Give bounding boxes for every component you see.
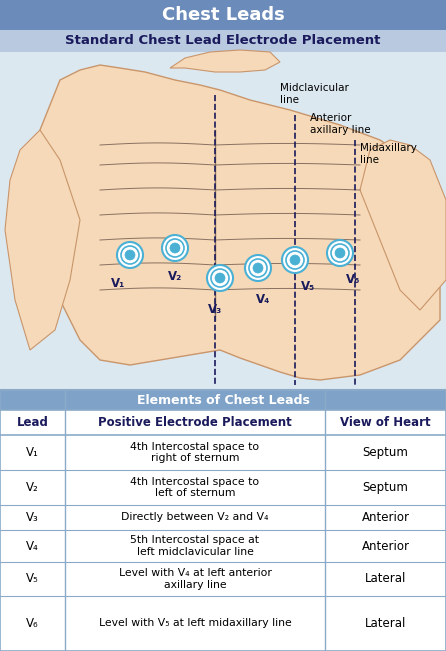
Text: V₃: V₃ bbox=[208, 303, 222, 316]
FancyBboxPatch shape bbox=[0, 410, 446, 435]
Circle shape bbox=[215, 273, 225, 283]
Text: Level with V₅ at left midaxillary line: Level with V₅ at left midaxillary line bbox=[99, 618, 291, 628]
Text: Anterior: Anterior bbox=[362, 540, 409, 553]
Circle shape bbox=[327, 240, 353, 266]
Circle shape bbox=[331, 244, 349, 262]
Bar bbox=[0, 52, 446, 390]
Polygon shape bbox=[5, 130, 80, 350]
Text: V₂: V₂ bbox=[168, 270, 182, 283]
Text: Anterior: Anterior bbox=[362, 511, 409, 524]
Text: Lateral: Lateral bbox=[365, 617, 406, 630]
Text: Lateral: Lateral bbox=[365, 572, 406, 585]
Text: Elements of Chest Leads: Elements of Chest Leads bbox=[136, 393, 310, 406]
Circle shape bbox=[245, 255, 271, 281]
Circle shape bbox=[253, 263, 263, 273]
Text: Septum: Septum bbox=[363, 446, 409, 459]
Circle shape bbox=[211, 269, 229, 287]
Circle shape bbox=[282, 247, 308, 273]
Circle shape bbox=[117, 242, 143, 268]
Bar bbox=[0, 596, 446, 651]
Bar bbox=[0, 505, 446, 530]
Text: 4th Intercostal space to
left of sternum: 4th Intercostal space to left of sternum bbox=[130, 477, 260, 498]
Text: Standard Chest Lead Electrode Placement: Standard Chest Lead Electrode Placement bbox=[65, 35, 381, 48]
FancyBboxPatch shape bbox=[0, 30, 446, 52]
Text: Level with V₄ at left anterior
axillary line: Level with V₄ at left anterior axillary … bbox=[119, 568, 272, 590]
Text: V₂: V₂ bbox=[26, 481, 39, 494]
Text: Chest Leads: Chest Leads bbox=[161, 6, 285, 24]
Bar bbox=[0, 530, 446, 562]
Circle shape bbox=[170, 243, 180, 253]
Text: Directly between V₂ and V₄: Directly between V₂ and V₄ bbox=[121, 512, 269, 523]
Circle shape bbox=[166, 239, 184, 257]
Text: 5th Intercostal space at
left midclavicular line: 5th Intercostal space at left midclavicu… bbox=[131, 535, 260, 557]
Text: V₆: V₆ bbox=[26, 617, 39, 630]
Text: V₅: V₅ bbox=[26, 572, 39, 585]
Polygon shape bbox=[170, 50, 280, 72]
Circle shape bbox=[121, 246, 139, 264]
Text: Midaxillary
line: Midaxillary line bbox=[360, 143, 417, 165]
Text: V₄: V₄ bbox=[256, 293, 270, 306]
Text: V₁: V₁ bbox=[111, 277, 125, 290]
Circle shape bbox=[286, 251, 304, 269]
Text: V₁: V₁ bbox=[26, 446, 39, 459]
Text: V₃: V₃ bbox=[26, 511, 39, 524]
Circle shape bbox=[335, 248, 345, 258]
Text: V₄: V₄ bbox=[26, 540, 39, 553]
Polygon shape bbox=[360, 140, 446, 310]
Circle shape bbox=[249, 259, 267, 277]
Polygon shape bbox=[40, 65, 440, 380]
Circle shape bbox=[207, 265, 233, 291]
Text: Positive Electrode Placement: Positive Electrode Placement bbox=[98, 416, 292, 429]
Text: Midclavicular
line: Midclavicular line bbox=[280, 83, 349, 105]
Text: View of Heart: View of Heart bbox=[340, 416, 431, 429]
Text: V₆: V₆ bbox=[346, 273, 360, 286]
Bar bbox=[0, 562, 446, 596]
FancyBboxPatch shape bbox=[0, 52, 446, 390]
Bar bbox=[0, 470, 446, 505]
FancyBboxPatch shape bbox=[0, 0, 446, 30]
Circle shape bbox=[125, 250, 135, 260]
Text: 4th Intercostal space to
right of sternum: 4th Intercostal space to right of sternu… bbox=[130, 441, 260, 464]
Bar bbox=[0, 435, 446, 470]
Text: Anterior
axillary line: Anterior axillary line bbox=[310, 113, 371, 135]
FancyBboxPatch shape bbox=[0, 390, 446, 410]
Text: V₅: V₅ bbox=[301, 280, 315, 293]
Text: Septum: Septum bbox=[363, 481, 409, 494]
Circle shape bbox=[290, 255, 300, 265]
Circle shape bbox=[162, 235, 188, 261]
Text: Lead: Lead bbox=[17, 416, 49, 429]
